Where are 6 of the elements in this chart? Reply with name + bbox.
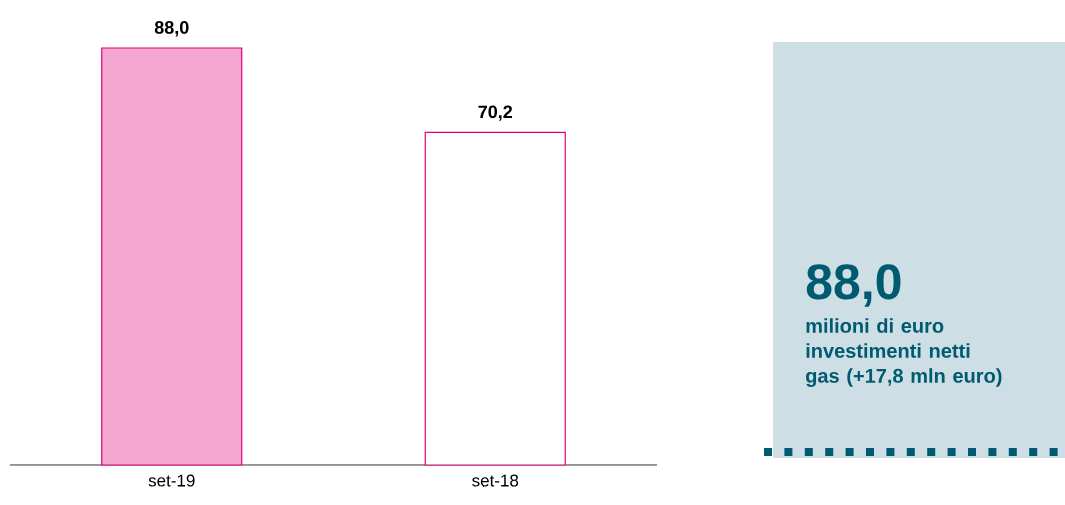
text: 88,0 bbox=[806, 264, 901, 307]
text: milioni di euro investimenti netti gas (+17,8 mln euro) bbox=[806, 318, 1002, 387]
data-label: 70,2 bbox=[478, 105, 513, 121]
data-label: 88,0 bbox=[154, 21, 189, 37]
x-tick-label: set-18 bbox=[472, 474, 519, 487]
x-tick-label: set-19 bbox=[148, 474, 195, 487]
